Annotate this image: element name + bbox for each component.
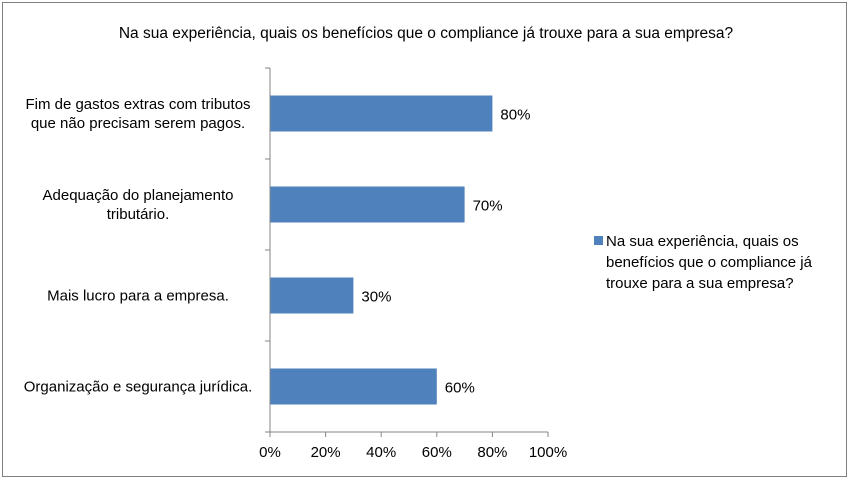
category-label: Adequação do planejamento <box>43 187 234 204</box>
data-label: 70% <box>473 198 503 215</box>
data-labels: 80% 70% 30% 60% <box>361 107 530 397</box>
x-tick-label: 60% <box>422 444 452 461</box>
legend-entry-line: Na sua experiência, quais os <box>606 233 799 250</box>
data-label: 80% <box>500 107 530 124</box>
category-label: tributário. <box>107 206 170 223</box>
x-tick-label: 100% <box>529 444 567 461</box>
data-label: 60% <box>445 380 475 397</box>
bar <box>270 368 437 405</box>
bar <box>270 95 493 132</box>
x-tick-label: 80% <box>477 444 507 461</box>
bar <box>270 186 465 223</box>
legend-swatch <box>594 236 603 245</box>
legend: Na sua experiência, quais os benefícios q… <box>594 233 813 292</box>
x-tick-label: 40% <box>366 444 396 461</box>
chart-title: Na sua experiência, quais os benefícios … <box>119 25 734 42</box>
category-label: Mais lucro para a empresa. <box>47 288 229 305</box>
x-tick-label: 0% <box>259 444 281 461</box>
axes <box>265 67 549 437</box>
category-label: Organização e segurança jurídica. <box>24 379 252 396</box>
bar <box>270 277 354 314</box>
category-labels: Fim de gastos extras com tributos que não… <box>24 96 252 396</box>
category-label: que não precisam serem pagos. <box>31 115 245 132</box>
bars <box>270 95 493 405</box>
category-label: Fim de gastos extras com tributos <box>25 96 250 113</box>
x-tick-labels: 0% 20% 40% 60% 80% 100% <box>259 444 567 461</box>
legend-entry-line: trouxe para a sua empresa? <box>606 275 794 292</box>
legend-entry-line: benefícios que o compliance já <box>606 254 813 271</box>
x-tick-label: 20% <box>311 444 341 461</box>
data-label: 30% <box>361 289 391 306</box>
